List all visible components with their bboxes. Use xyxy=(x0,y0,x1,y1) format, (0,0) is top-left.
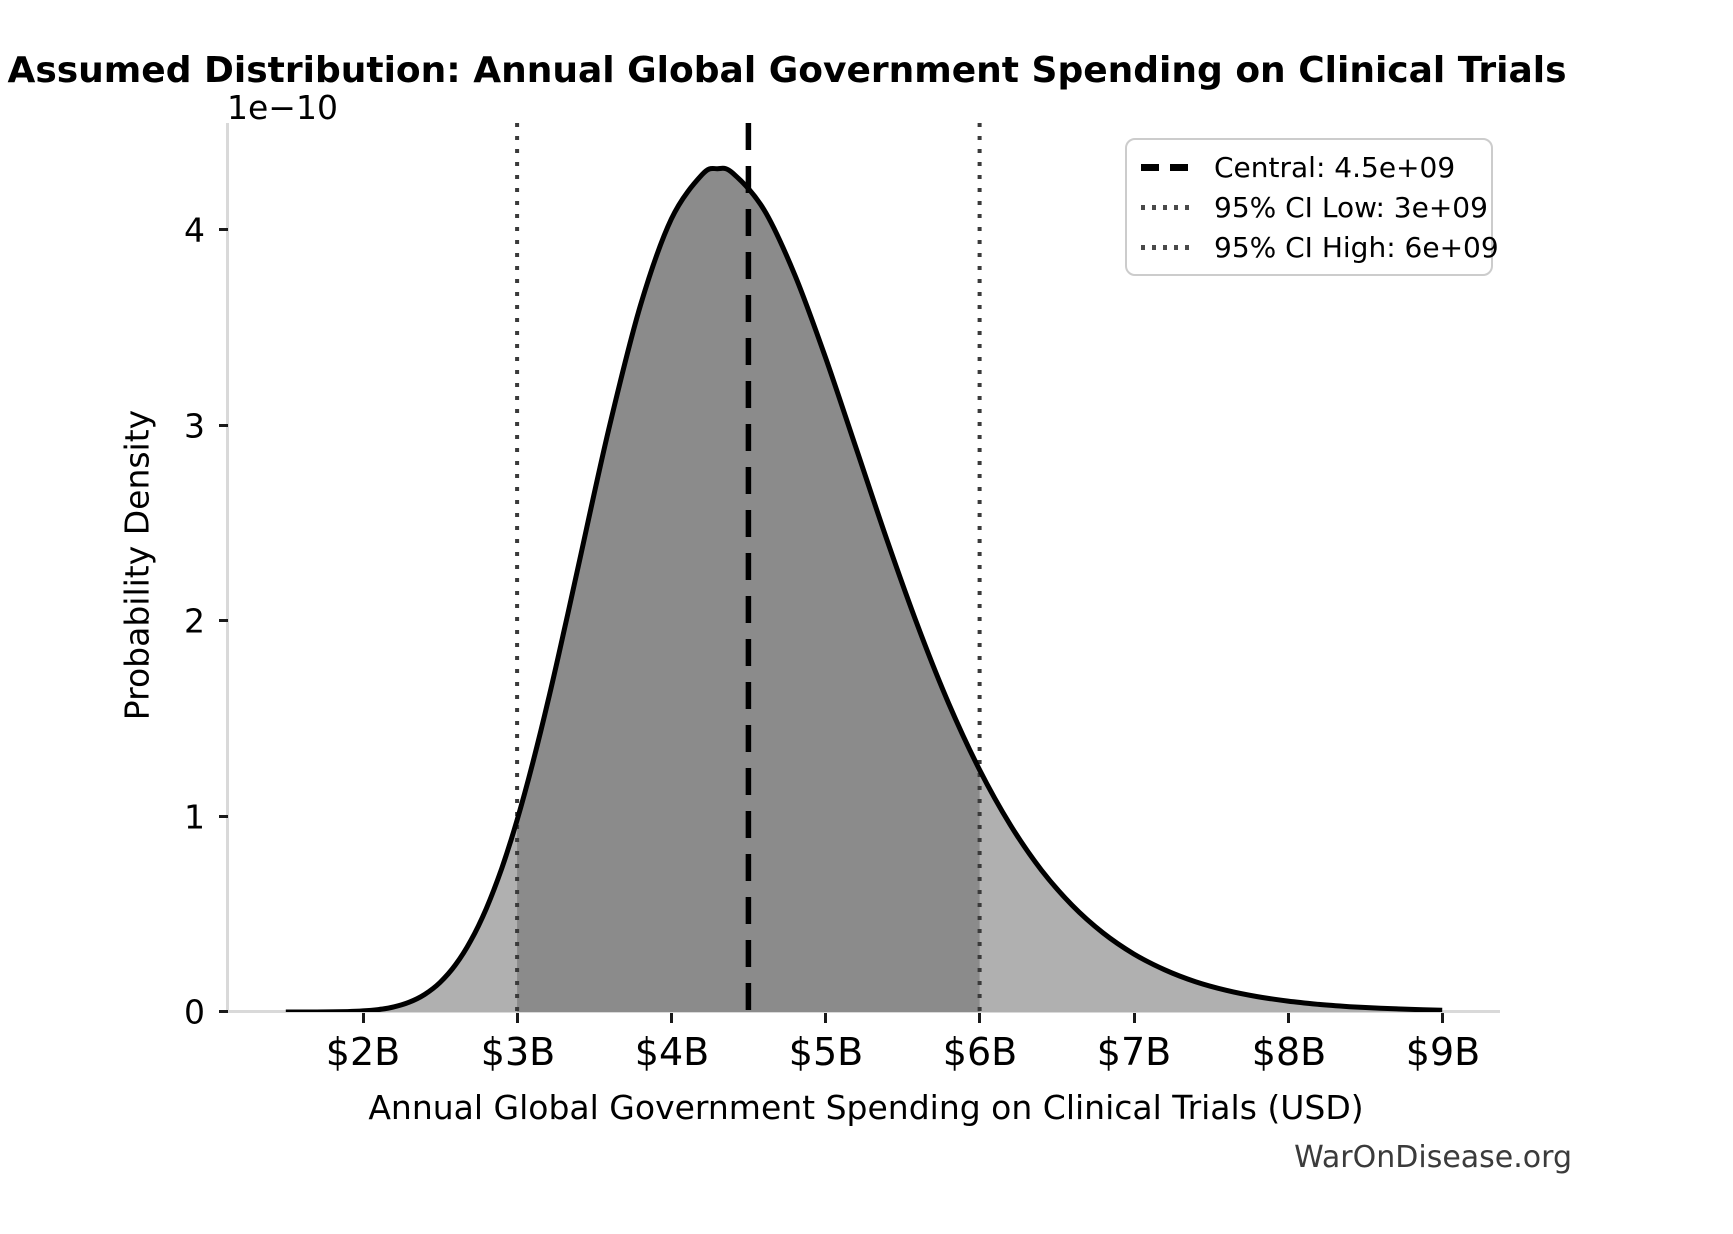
legend-item-label: 95% CI Low: 3e+09 xyxy=(1214,190,1488,224)
ci-high-dotted-line-sample xyxy=(1141,244,1189,250)
x-tick-label: $4B xyxy=(634,1030,710,1074)
legend-item-ci-high: 95% CI High: 6e+09 xyxy=(1141,228,1499,266)
legend-item-label: 95% CI High: 6e+09 xyxy=(1214,230,1499,264)
y-tick-mark xyxy=(219,619,228,622)
y-tick-label: 0 xyxy=(184,992,205,1032)
x-tick-mark xyxy=(362,1013,365,1023)
y-axis-offset-label: 1e−10 xyxy=(227,88,338,127)
ci-low-dotted-line-sample xyxy=(1141,204,1189,210)
y-tick-label: 4 xyxy=(184,210,205,250)
legend: Central: 4.5e+09 95% CI Low: 3e+09 95% C… xyxy=(1125,138,1499,276)
x-tick-label: $9B xyxy=(1405,1030,1481,1074)
y-axis-label: Probability Density xyxy=(117,409,157,721)
y-tick-mark xyxy=(219,424,228,427)
density-area-ci xyxy=(517,168,980,1012)
x-tick-mark xyxy=(978,1013,981,1023)
density-plot xyxy=(285,123,1443,1012)
watermark: WarOnDisease.org xyxy=(1294,1140,1572,1175)
x-tick-mark xyxy=(1133,1013,1136,1023)
legend-item-label: Central: 4.5e+09 xyxy=(1214,150,1456,184)
y-tick-mark xyxy=(219,1010,228,1013)
y-tick-mark xyxy=(219,228,228,231)
x-tick-mark xyxy=(824,1013,827,1023)
y-tick-label: 1 xyxy=(184,797,205,837)
x-tick-label: $6B xyxy=(942,1030,1018,1074)
y-tick-label: 3 xyxy=(184,406,205,446)
legend-item-central: Central: 4.5e+09 xyxy=(1141,148,1477,186)
central-dashed-line-sample xyxy=(1141,163,1189,171)
y-axis-spine xyxy=(226,123,229,1012)
x-tick-label: $5B xyxy=(788,1030,864,1074)
y-tick-mark xyxy=(219,815,228,818)
x-tick-mark xyxy=(1287,1013,1290,1023)
density-curve xyxy=(285,165,1443,1012)
x-axis-label: Annual Global Government Spending on Cli… xyxy=(368,1088,1364,1127)
x-tick-label: $2B xyxy=(325,1030,401,1074)
chart-title: Assumed Distribution: Annual Global Gove… xyxy=(7,50,1567,91)
x-tick-label: $7B xyxy=(1096,1030,1172,1074)
x-tick-mark xyxy=(1441,1013,1444,1023)
x-tick-label: $8B xyxy=(1251,1030,1327,1074)
x-tick-label: $3B xyxy=(480,1030,556,1074)
x-tick-mark xyxy=(670,1013,673,1023)
y-tick-label: 2 xyxy=(184,601,205,641)
x-tick-mark xyxy=(516,1013,519,1023)
legend-item-ci-low: 95% CI Low: 3e+09 xyxy=(1141,188,1488,226)
